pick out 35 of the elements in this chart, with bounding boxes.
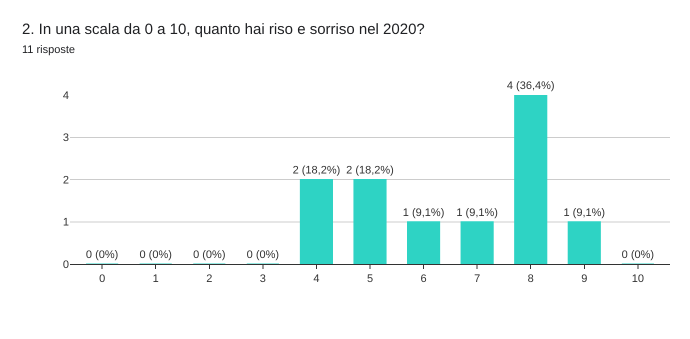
bar [514,95,548,264]
bar [460,221,494,264]
data-label: 0 (0%) [140,249,172,261]
data-label: 0 (0%) [86,249,118,261]
bar [353,179,387,264]
chart-subtitle: 11 risposte [22,44,75,56]
chart-title: 2. In una scala da 0 a 10, quanto hai riso e sorriso nel 2020? [22,21,425,38]
data-label: 2 (18,2%) [292,164,340,176]
x-tick-label: 3 [260,273,266,286]
y-tick-label: 0 [62,258,69,271]
bar [568,221,601,264]
x-tick-label: 5 [366,273,374,286]
data-label: 1 (9,1%) [402,206,444,219]
y-tick-label: 3 [62,132,69,144]
data-label: 1 (9,1%) [563,206,606,219]
x-tick-label: 9 [581,273,588,286]
x-tick-label: 8 [528,273,534,286]
x-tick-label: 7 [474,273,480,286]
y-tick-label: 4 [62,90,69,102]
x-tick-label: 2 [206,273,212,286]
data-label: 4 (36,4%) [506,80,555,92]
y-tick-label: 2 [62,174,69,186]
y-tick-label: 1 [62,216,69,229]
bar [407,221,440,264]
x-tick-label: 1 [152,273,159,286]
x-tick-label: 10 [632,273,644,286]
data-label: 1 (9,1%) [456,206,498,219]
x-tick-label: 4 [313,273,320,286]
data-label: 0 (0%) [622,249,654,261]
x-tick-label: 0 [99,273,106,286]
data-label: 0 (0%) [193,249,226,261]
bar [300,179,333,264]
data-label: 2 (18,2%) [346,164,394,176]
data-label: 0 (0%) [246,249,280,261]
x-tick-label: 6 [420,273,427,286]
